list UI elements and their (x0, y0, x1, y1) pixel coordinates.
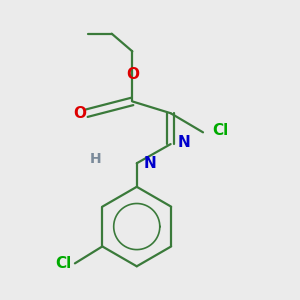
Text: O: O (126, 68, 139, 82)
Text: Cl: Cl (212, 123, 228, 138)
Text: Cl: Cl (56, 256, 72, 271)
Text: N: N (144, 156, 157, 171)
Text: N: N (178, 135, 191, 150)
Text: H: H (90, 152, 101, 166)
Text: O: O (73, 106, 86, 121)
